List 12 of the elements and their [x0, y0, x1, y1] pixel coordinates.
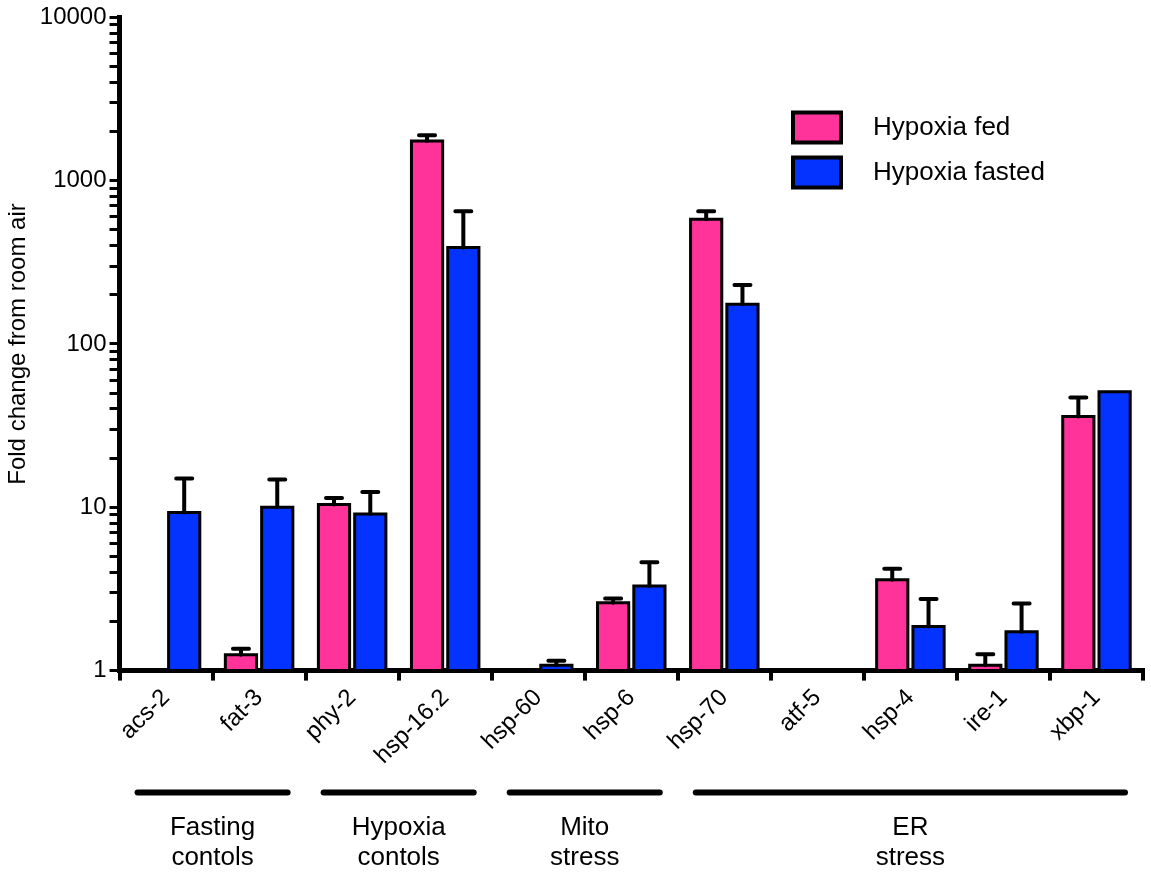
y-tick-label: 10000 [39, 2, 107, 30]
y-tick-label: 1000 [53, 165, 107, 193]
y-tick-label: 100 [66, 328, 107, 356]
text: Hypoxia contols [351, 810, 447, 871]
text: Fasting contols [169, 810, 256, 871]
y-tick-label: 10 [79, 491, 107, 519]
y-axis-title: Fold change from room air [3, 203, 31, 485]
legend-label: Hypoxia fed [873, 110, 1011, 141]
text: ER stress [875, 810, 946, 871]
legend-label: Hypoxia fasted [873, 155, 1045, 186]
y-tick-label: 1 [93, 655, 107, 683]
text: Mito stress [550, 810, 620, 871]
